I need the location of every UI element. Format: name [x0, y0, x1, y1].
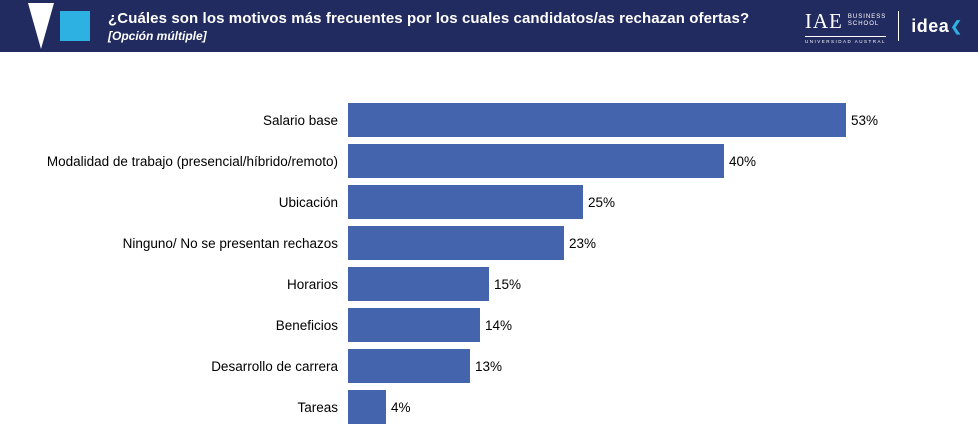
- chart-row: Salario base 53%: [12, 103, 978, 137]
- iae-school-text: SCHOOL: [847, 21, 880, 27]
- idea-logo: idea ❮: [911, 16, 962, 37]
- brand-logos: IAE BUSINESS SCHOOL UNIVERSIDAD AUSTRAL …: [804, 8, 962, 44]
- value-label: 4%: [391, 399, 411, 415]
- value-label: 13%: [475, 358, 503, 374]
- iae-business-text: BUSINESS: [847, 14, 887, 21]
- bar-chart: Salario base 53% Modalidad de trabajo (pre…: [0, 103, 978, 424]
- iae-logo-text: IAE: [804, 8, 843, 33]
- chart-row: Ninguno/ No se presentan rechazos 23%: [12, 226, 978, 260]
- bar: [348, 390, 386, 424]
- bar: [348, 267, 489, 301]
- value-label: 23%: [569, 235, 597, 251]
- header-titles: ¿Cuáles son los motivos más frecuentes p…: [108, 10, 805, 43]
- value-label: 15%: [494, 276, 522, 292]
- category-label: Beneficios: [275, 317, 338, 333]
- bar: [348, 185, 583, 219]
- value-label: 40%: [729, 153, 757, 169]
- category-label: Modalidad de trabajo (presencial/híbrido…: [46, 153, 338, 169]
- iae-universidad-text: UNIVERSIDAD AUSTRAL: [805, 38, 887, 44]
- chart-row: Modalidad de trabajo (presencial/híbrido…: [12, 144, 978, 178]
- page-title: ¿Cuáles son los motivos más frecuentes p…: [108, 9, 750, 27]
- page-subtitle: [Opción múltiple]: [108, 28, 207, 43]
- value-label: 53%: [851, 112, 879, 128]
- bar: [348, 226, 564, 260]
- bar: [348, 308, 480, 342]
- chart-row: Horarios 15%: [12, 267, 978, 301]
- value-label: 14%: [485, 317, 513, 333]
- header: ¿Cuáles son los motivos más frecuentes p…: [0, 0, 978, 52]
- category-label: Desarrollo de carrera: [211, 358, 338, 374]
- idea-chevron-icon: ❮: [950, 17, 962, 34]
- category-label: Ubicación: [278, 194, 338, 210]
- chart-row: Desarrollo de carrera 13%: [12, 349, 978, 383]
- category-label: Salario base: [262, 112, 338, 128]
- category-label: Horarios: [286, 276, 338, 292]
- chart-row: Tareas 4%: [12, 390, 978, 424]
- bar: [348, 144, 724, 178]
- value-label: 25%: [588, 194, 616, 210]
- idea-logo-mark-icon: [28, 2, 94, 50]
- category-label: Tareas: [297, 399, 338, 415]
- chart-row: Beneficios 14%: [12, 308, 978, 342]
- idea-logo-text: idea: [911, 15, 950, 36]
- chart-row: Ubicación 25%: [12, 185, 978, 219]
- brand-divider: [898, 11, 900, 41]
- bar: [348, 103, 846, 137]
- bar: [348, 349, 470, 383]
- iae-logo: IAE BUSINESS SCHOOL UNIVERSIDAD AUSTRAL: [804, 8, 887, 44]
- category-label: Ninguno/ No se presentan rechazos: [122, 235, 338, 251]
